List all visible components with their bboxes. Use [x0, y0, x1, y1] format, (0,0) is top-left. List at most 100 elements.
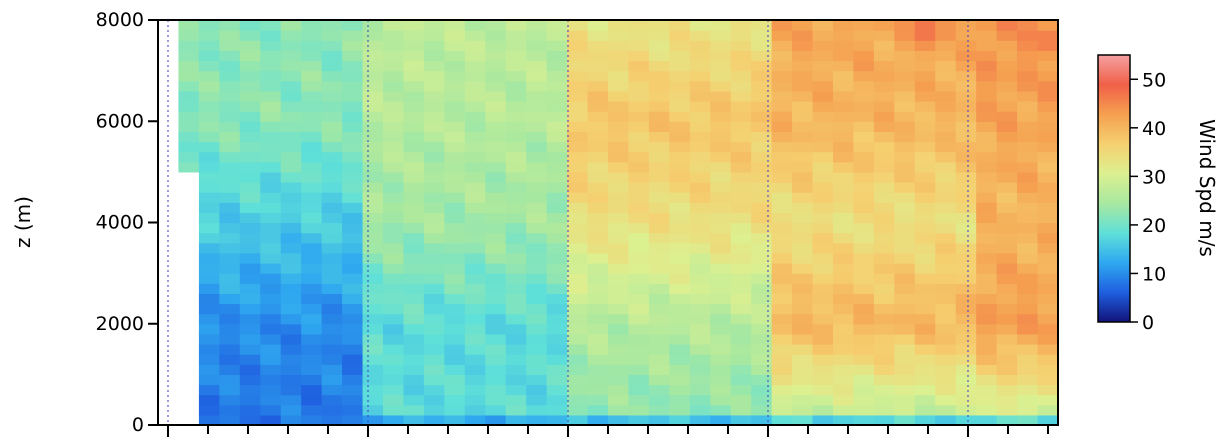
heatmap-cell — [935, 131, 957, 143]
heatmap-cell — [894, 131, 916, 143]
heatmap-cell — [383, 202, 405, 213]
heatmap-cell — [833, 90, 855, 102]
heatmap-cell — [669, 212, 691, 224]
heatmap-cell — [689, 80, 711, 92]
colorbar-tick-label: 0 — [1142, 312, 1154, 334]
heatmap-cell — [1017, 263, 1039, 274]
heatmap-cell — [996, 252, 1018, 264]
heatmap-cell — [730, 70, 752, 82]
heatmap-cell — [1037, 80, 1059, 92]
heatmap-cell — [853, 80, 875, 92]
heatmap-cell — [321, 293, 343, 305]
heatmap-cell — [853, 151, 875, 163]
heatmap-cell — [403, 394, 425, 406]
heatmap-cell — [505, 131, 527, 143]
heatmap-cell — [546, 252, 568, 264]
heatmap-cell — [342, 384, 364, 396]
heatmap-cell — [689, 90, 711, 102]
heatmap-cell — [444, 20, 466, 31]
heatmap-cell — [648, 374, 670, 386]
heatmap-cell — [198, 90, 220, 102]
heatmap-cell — [935, 111, 957, 122]
heatmap-cell — [955, 30, 977, 41]
heatmap-cell — [648, 50, 670, 62]
heatmap-cell — [730, 293, 752, 305]
heatmap-cell — [792, 182, 814, 193]
heatmap-cell — [260, 364, 282, 375]
heatmap-cell — [178, 131, 200, 143]
heatmap-cell — [648, 131, 670, 143]
heatmap-cell — [321, 263, 343, 274]
heatmap-cell — [1037, 70, 1059, 82]
heatmap-cell — [383, 263, 405, 274]
heatmap-cell — [526, 111, 548, 122]
heatmap-cell — [260, 354, 282, 365]
heatmap-cell — [423, 374, 445, 386]
heatmap-cell — [976, 151, 998, 163]
heatmap-cell — [669, 273, 691, 284]
heatmap-cell — [894, 404, 916, 416]
heatmap-cell — [955, 101, 977, 112]
heatmap-cell — [894, 90, 916, 102]
heatmap-cell — [587, 384, 609, 396]
heatmap-cell — [730, 212, 752, 224]
heatmap-cell — [628, 70, 650, 82]
heatmap-cell — [771, 121, 793, 132]
heatmap-cell — [423, 161, 445, 173]
heatmap-cell — [853, 313, 875, 325]
heatmap-cell — [873, 404, 895, 416]
heatmap-cell — [710, 151, 732, 163]
heatmap-cell — [771, 70, 793, 82]
heatmap-cell — [833, 394, 855, 406]
heatmap-cell — [648, 263, 670, 274]
heatmap-cell — [505, 252, 527, 264]
heatmap-cell — [833, 182, 855, 193]
heatmap-cell — [812, 161, 834, 173]
heatmap-cell — [751, 303, 773, 315]
heatmap-cell — [853, 40, 875, 51]
heatmap-cell — [260, 344, 282, 355]
heatmap-cell — [464, 394, 486, 406]
heatmap-cell — [1017, 192, 1039, 203]
heatmap-cell — [669, 354, 691, 365]
heatmap-cell — [321, 364, 343, 375]
heatmap-cell — [955, 202, 977, 213]
heatmap-cell — [444, 182, 466, 193]
heatmap-cell — [485, 40, 507, 51]
heatmap-cell — [833, 50, 855, 62]
heatmap-cell — [689, 60, 711, 72]
heatmap-cell — [935, 20, 957, 31]
heatmap-cell — [935, 80, 957, 92]
heatmap-cell — [383, 161, 405, 173]
heatmap-cell — [383, 384, 405, 396]
heatmap-cell — [628, 364, 650, 375]
heatmap-cell — [198, 384, 220, 396]
heatmap-cell — [423, 151, 445, 163]
heatmap-cell — [198, 404, 220, 416]
heatmap-cell — [833, 252, 855, 264]
heatmap-cell — [812, 182, 834, 193]
heatmap-cell — [567, 374, 589, 386]
heatmap-cell — [587, 283, 609, 294]
heatmap-cell — [689, 161, 711, 173]
heatmap-cell — [485, 131, 507, 143]
heatmap-cell — [321, 273, 343, 284]
heatmap-cell — [546, 202, 568, 213]
heatmap-cell — [362, 283, 384, 294]
heatmap-cell — [976, 192, 998, 203]
heatmap-cell — [464, 70, 486, 82]
heatmap-cell — [301, 161, 323, 173]
heatmap-cell — [628, 374, 650, 386]
heatmap-cell — [955, 192, 977, 203]
heatmap-cell — [239, 384, 261, 396]
heatmap-cell — [546, 283, 568, 294]
heatmap-cell — [505, 30, 527, 41]
heatmap-cell — [689, 141, 711, 153]
heatmap-cell — [669, 161, 691, 173]
heatmap-cell — [383, 70, 405, 82]
heatmap-cell — [873, 192, 895, 203]
heatmap-cell — [546, 111, 568, 122]
heatmap-cell — [526, 252, 548, 264]
heatmap-cell — [771, 232, 793, 244]
heatmap-cell — [178, 70, 200, 82]
